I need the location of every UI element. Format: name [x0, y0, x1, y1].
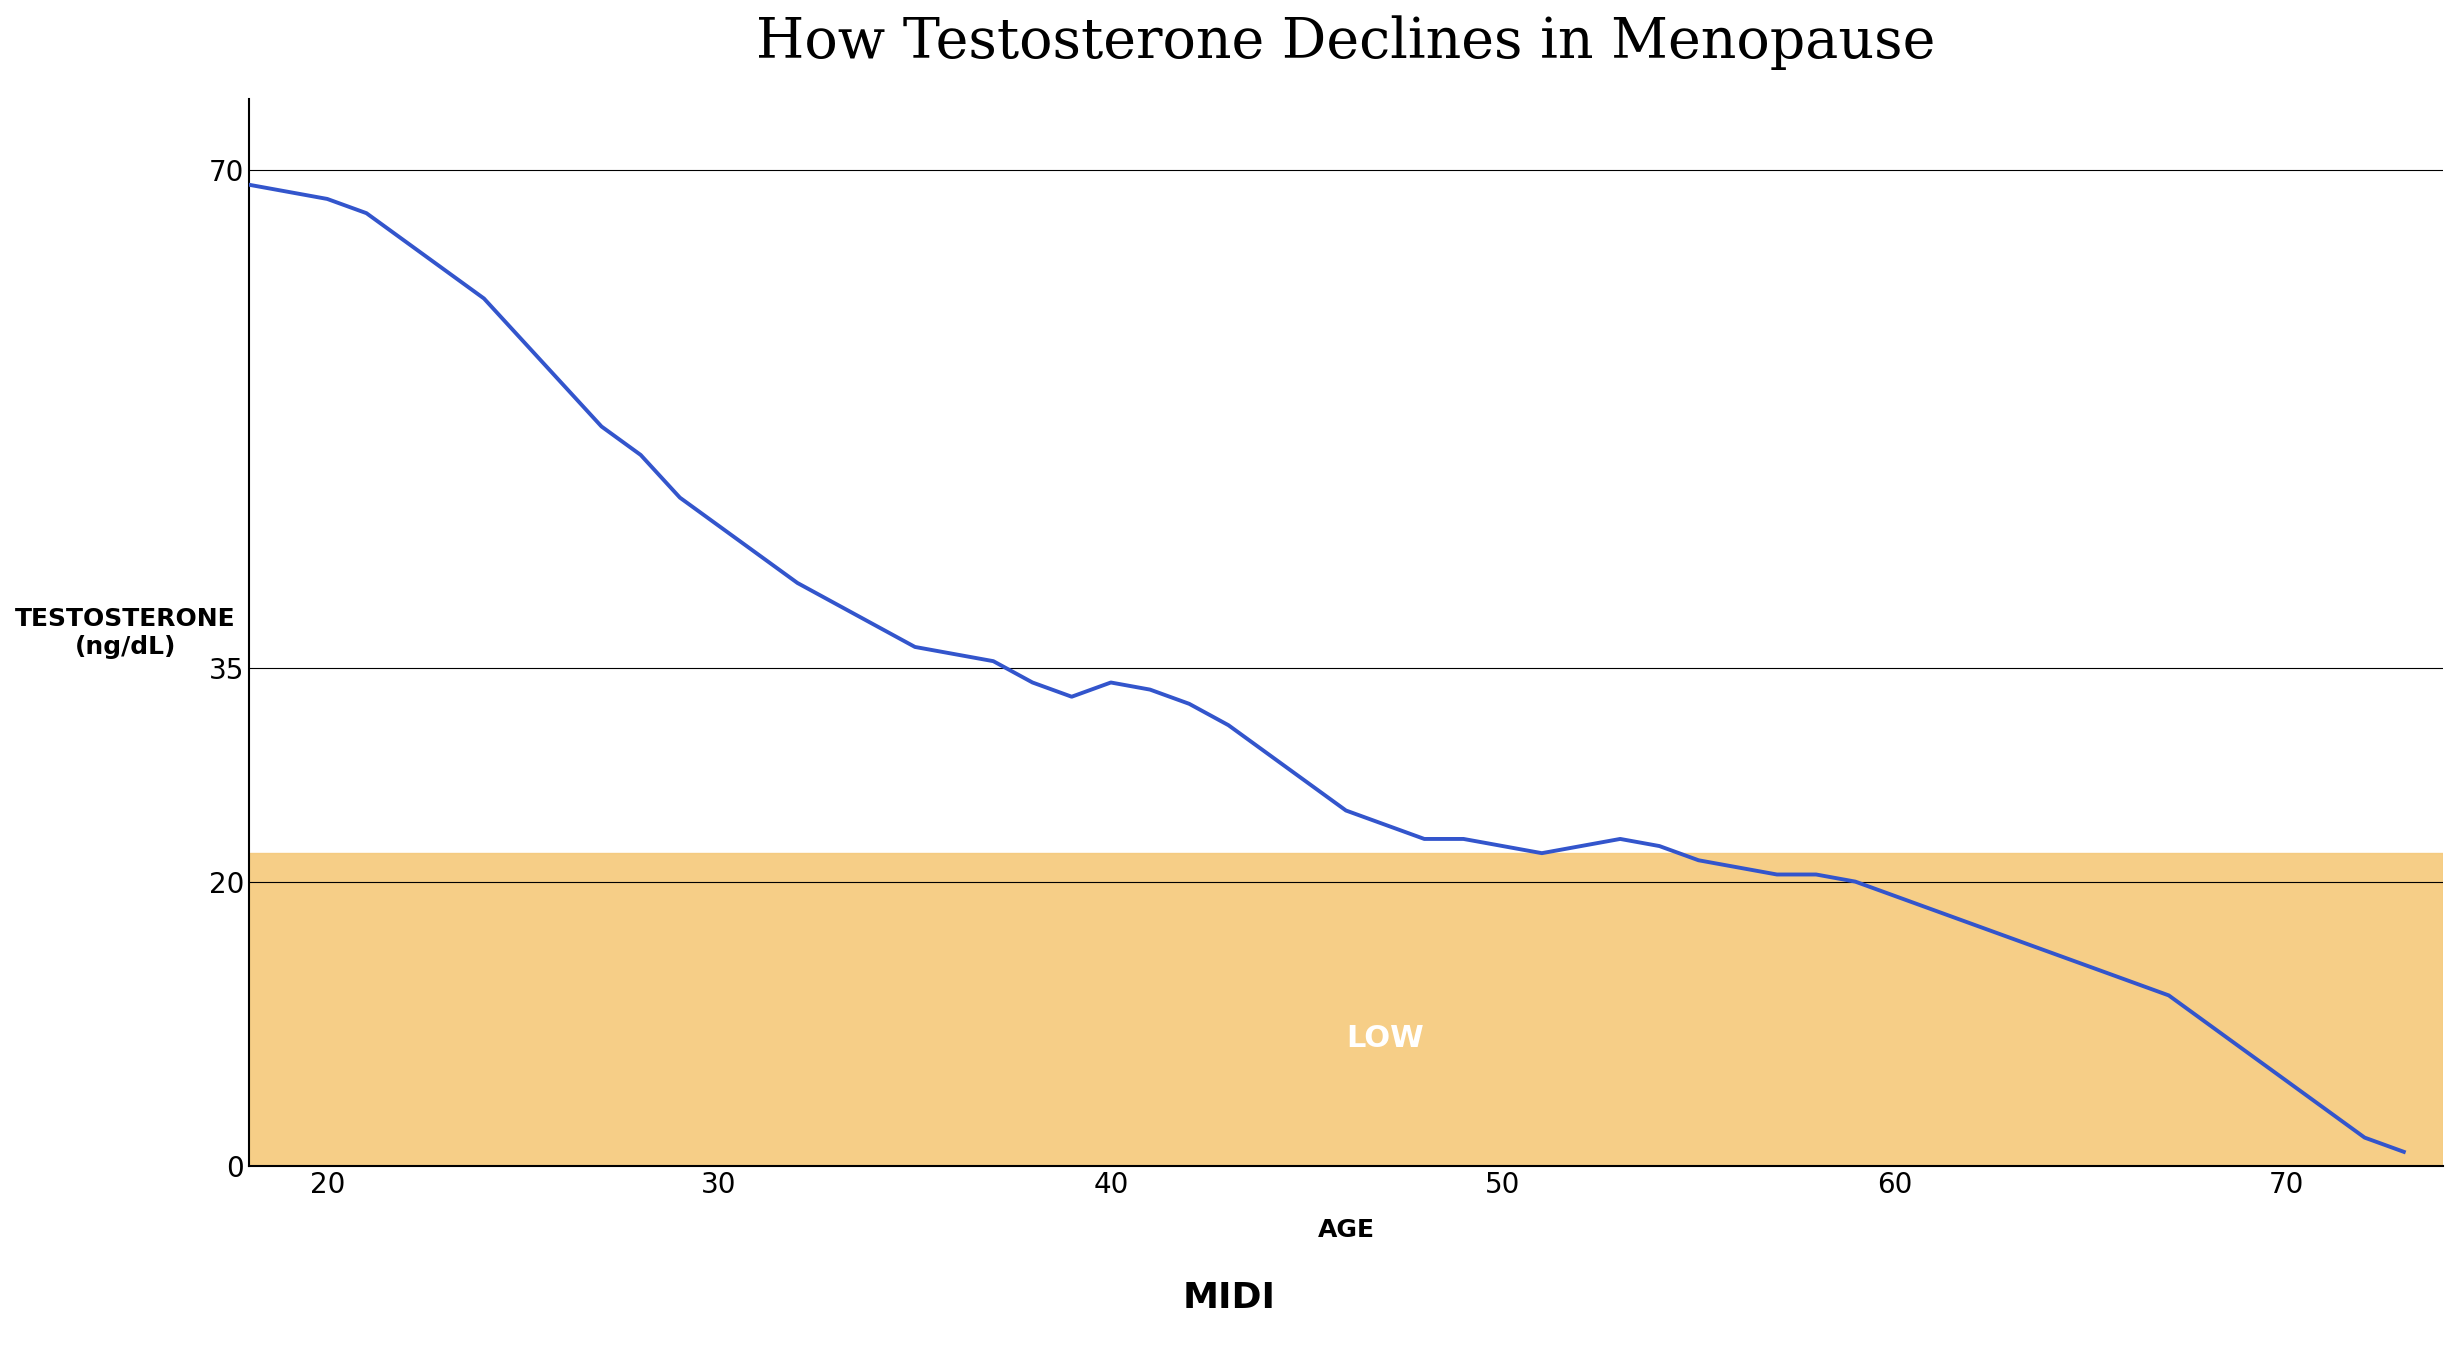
Title: How Testosterone Declines in Menopause: How Testosterone Declines in Menopause: [757, 15, 1934, 70]
Bar: [248, 853, 2443, 1165]
Text: MIDI: MIDI: [1182, 1280, 1276, 1315]
Text: LOW: LOW: [1347, 1023, 1423, 1053]
Y-axis label: TESTOSTERONE
(ng/dL): TESTOSTERONE (ng/dL): [15, 607, 236, 658]
X-axis label: AGE: AGE: [1317, 1218, 1374, 1242]
